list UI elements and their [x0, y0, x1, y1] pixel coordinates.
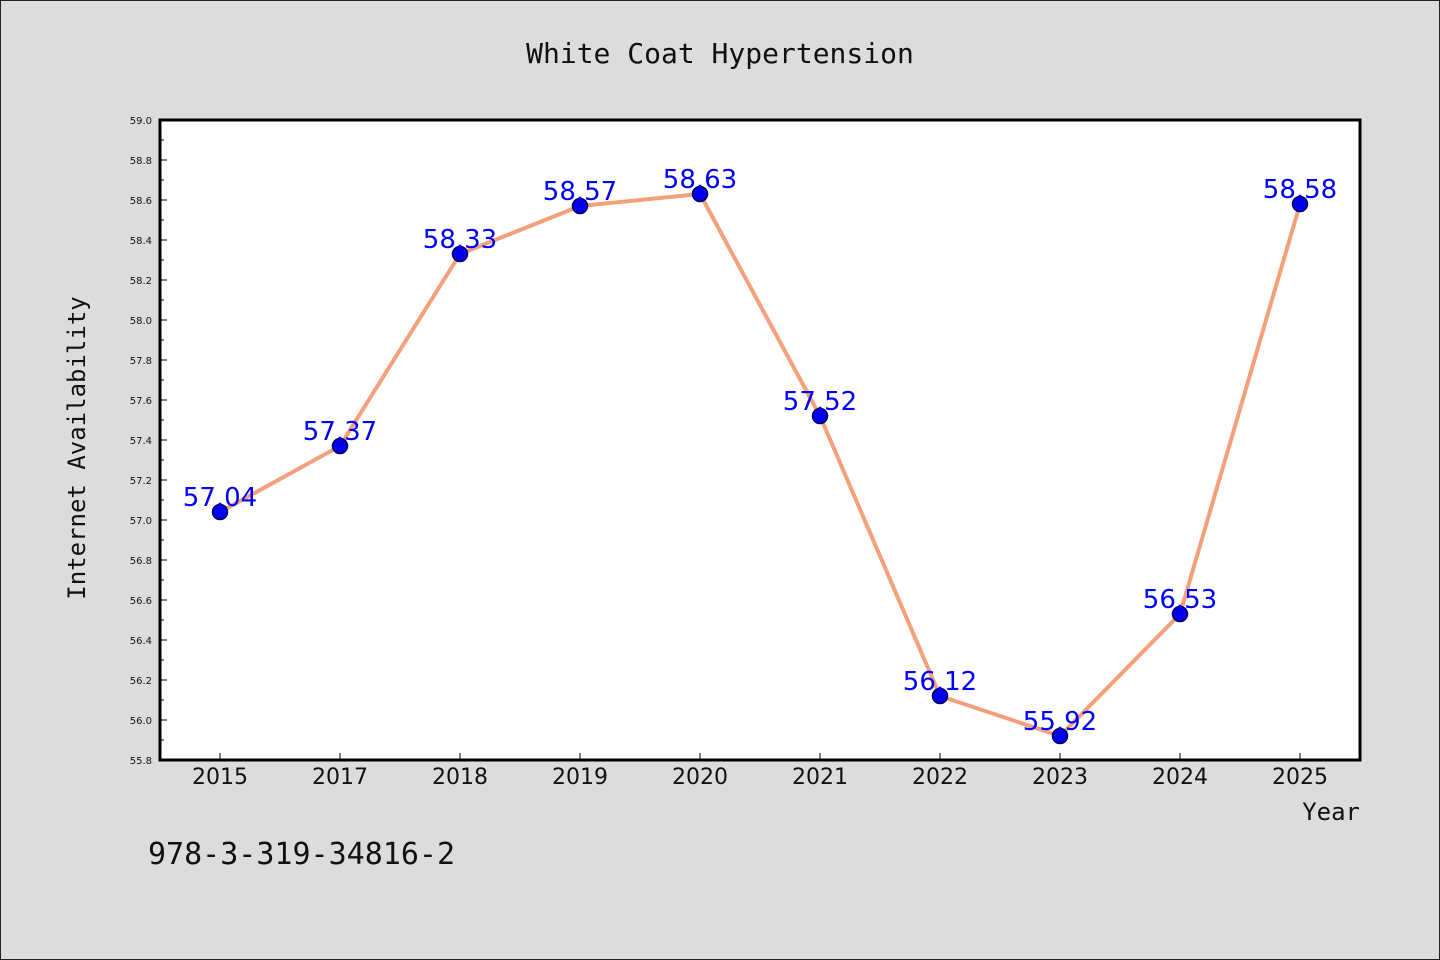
x-tick-label: 2024: [1152, 765, 1208, 790]
y-tick-label: 56.4: [130, 636, 152, 647]
y-tick-label: 55.8: [130, 756, 152, 767]
data-value-label: 58.57: [543, 177, 617, 207]
y-tick-label: 56.6: [130, 596, 152, 607]
x-tick-label: 2018: [432, 765, 488, 790]
y-tick-label: 58.8: [130, 156, 152, 167]
data-point-marker: [211, 503, 229, 521]
x-tick-label: 2020: [672, 765, 728, 790]
y-tick-label: 57.8: [130, 356, 152, 367]
y-tick-label: 57.4: [130, 436, 152, 447]
x-tick-label: 2017: [312, 765, 368, 790]
data-point-marker: [1171, 605, 1189, 623]
y-tick-label: 57.6: [130, 396, 152, 407]
y-tick-label: 57.2: [130, 476, 152, 487]
y-tick-label: 56.2: [130, 676, 152, 687]
isbn-footer-text: 978-3-319-34816-2: [148, 837, 455, 872]
y-tick-label: 56.0: [130, 716, 152, 727]
data-point-marker: [571, 197, 589, 215]
x-tick-label: 2015: [192, 765, 248, 790]
data-value-label: 55.92: [1023, 707, 1097, 737]
data-value-label: 58.33: [423, 225, 497, 255]
data-value-label: 56.53: [1143, 585, 1217, 615]
y-axis-label: Internet Availability: [63, 296, 91, 599]
data-value-label: 57.04: [183, 483, 257, 513]
data-point-marker: [1051, 727, 1069, 745]
data-value-label: 58.58: [1263, 175, 1337, 205]
series-line: [219, 192, 1302, 738]
data-point-marker: [691, 185, 709, 203]
y-tick-label: 56.8: [130, 556, 152, 567]
x-tick-label: 2025: [1272, 765, 1328, 790]
data-labels-group: 57.04 57.37 58.33 58.57 58.63 57.52 56.12 55.92…: [183, 165, 1337, 737]
y-tick-label: 57.0: [130, 516, 152, 527]
y-tick-label: 58.6: [130, 196, 152, 207]
y-tick-label: 59.0: [130, 116, 152, 127]
y-tick-label: 58.4: [130, 236, 152, 247]
data-point-marker: [451, 245, 469, 263]
plot-area: [158, 118, 1362, 762]
x-axis-label: Year: [1302, 798, 1360, 826]
data-point-marker: [1291, 195, 1309, 213]
x-tick-label: 2021: [792, 765, 848, 790]
data-point-marker: [811, 407, 829, 425]
data-value-label: 56.12: [903, 667, 977, 697]
markers-group: [211, 185, 1309, 745]
data-point-marker: [931, 687, 949, 705]
x-tick-label: 2022: [912, 765, 968, 790]
series-line-group: [219, 192, 1302, 738]
x-tick-label: 2023: [1032, 765, 1088, 790]
data-value-label: 58.63: [663, 165, 737, 195]
y-axis: 55.8 56.0 56.2 56.4 56.6 56.8 57.0 57.2 57.4 57.6…: [130, 116, 167, 767]
data-point-marker: [331, 437, 349, 455]
y-tick-label: 58.2: [130, 276, 152, 287]
chart-title: White Coat Hypertension: [526, 37, 914, 70]
data-value-label: 57.52: [783, 387, 857, 417]
x-tick-label: 2019: [552, 765, 608, 790]
x-axis: 2015 2017 2018 2019 2020 2021 2022 2023 2024 2025: [192, 753, 1328, 790]
y-tick-label: 58.0: [130, 316, 152, 327]
data-value-label: 57.37: [303, 417, 377, 447]
